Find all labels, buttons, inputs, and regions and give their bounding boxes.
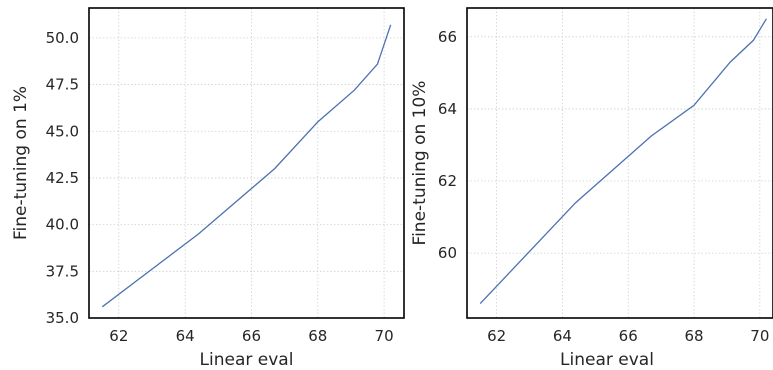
x-tick-label: 70 <box>375 327 394 345</box>
x-tick-label: 62 <box>487 327 506 345</box>
y-tick-label: 64 <box>438 100 457 118</box>
plot-frame <box>88 7 405 319</box>
x-tick-label: 66 <box>619 327 638 345</box>
y-tick-label: 62 <box>438 172 457 190</box>
x-tick-label: 70 <box>750 327 769 345</box>
x-tick-label: 64 <box>553 327 572 345</box>
y-tick-label: 66 <box>438 28 457 46</box>
y-tick-label: 47.5 <box>46 76 79 94</box>
y-tick-label: 60 <box>438 244 457 262</box>
y-tick-label: 35.0 <box>46 309 79 327</box>
chart-1pct: 62 64 66 68 70 35.0 37.5 40.0 42.5 45.0 47.5 50.0 Li… <box>11 7 405 370</box>
y-tick-label: 50.0 <box>46 29 79 47</box>
y-tick-label: 40.0 <box>46 216 79 234</box>
x-tick-label: 68 <box>308 327 327 345</box>
x-axis-label: Linear eval <box>200 350 294 370</box>
y-axis-label: Fine-tuning on 10% <box>410 81 430 246</box>
x-tick-label: 68 <box>684 327 703 345</box>
y-tick-label: 42.5 <box>46 169 79 187</box>
x-tick-label: 62 <box>109 327 128 345</box>
y-tick-label: 37.5 <box>46 262 79 280</box>
x-tick-label: 64 <box>176 327 195 345</box>
x-axis-label: Linear eval <box>560 350 654 370</box>
chart-10pct: 62 64 66 68 70 60 62 64 66 Linear eval Fine-tuning… <box>410 7 773 370</box>
y-axis-label: Fine-tuning on 1% <box>11 86 31 240</box>
series-line <box>101 24 392 308</box>
plot-frame <box>466 7 773 319</box>
x-tick-label: 66 <box>242 327 261 345</box>
series-line <box>479 18 767 305</box>
y-tick-label: 45.0 <box>46 122 79 140</box>
